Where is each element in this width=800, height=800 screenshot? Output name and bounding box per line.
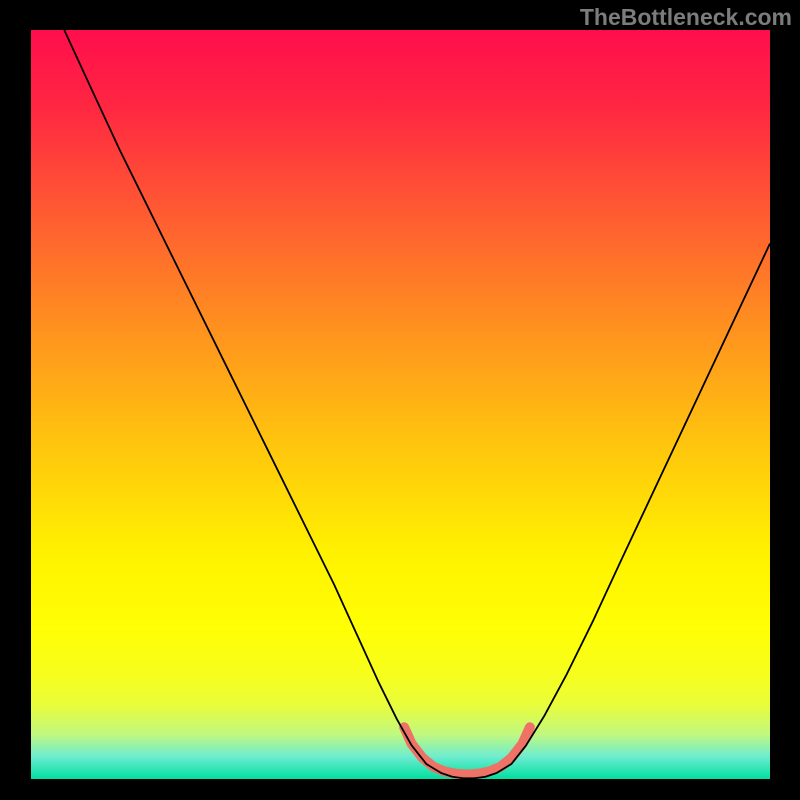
- gradient-background: [31, 30, 770, 779]
- chart-container: TheBottleneck.com: [0, 0, 800, 800]
- plot-area: [31, 30, 770, 779]
- watermark-text: TheBottleneck.com: [580, 4, 792, 31]
- chart-svg: [31, 30, 770, 779]
